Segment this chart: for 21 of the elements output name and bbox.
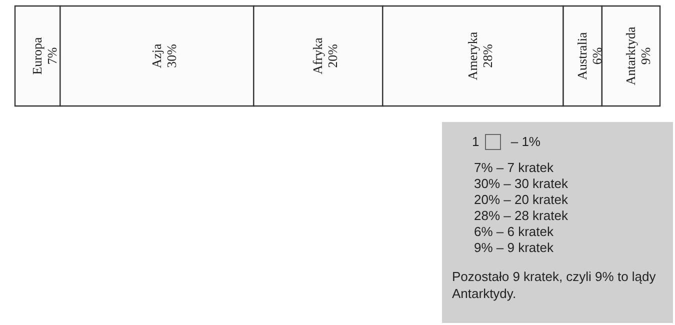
- series-label: Ameryka: [464, 32, 480, 80]
- text: 20% – 20 kratek: [473, 192, 569, 208]
- text: 7% – 7 kratek: [473, 160, 554, 176]
- text: 6% – 6 kratek: [473, 224, 554, 240]
- series-label: Afryka: [310, 37, 326, 74]
- series-label: Europa: [30, 37, 45, 75]
- text: – 1%: [510, 134, 540, 150]
- data-label: 28%: [480, 44, 495, 68]
- series-label: Antarktyda: [622, 26, 638, 86]
- text: 30% – 30 kratek: [473, 176, 569, 192]
- text: 9% – 9 kratek: [473, 240, 554, 256]
- text: 1: [472, 134, 480, 150]
- data-label: 20%: [325, 44, 340, 68]
- series-label: Australia: [574, 32, 590, 80]
- data-label: 30%: [164, 44, 179, 68]
- data-label: 7%: [44, 47, 60, 65]
- data-label: 6%: [590, 47, 605, 65]
- text: 28% – 28 kratek: [473, 208, 569, 224]
- text: Pozostało 9 kratek, czyli 9% to lądy Antarktydy.: [452, 268, 657, 302]
- data-label: 9%: [638, 47, 653, 65]
- series-label: Azja: [148, 44, 164, 68]
